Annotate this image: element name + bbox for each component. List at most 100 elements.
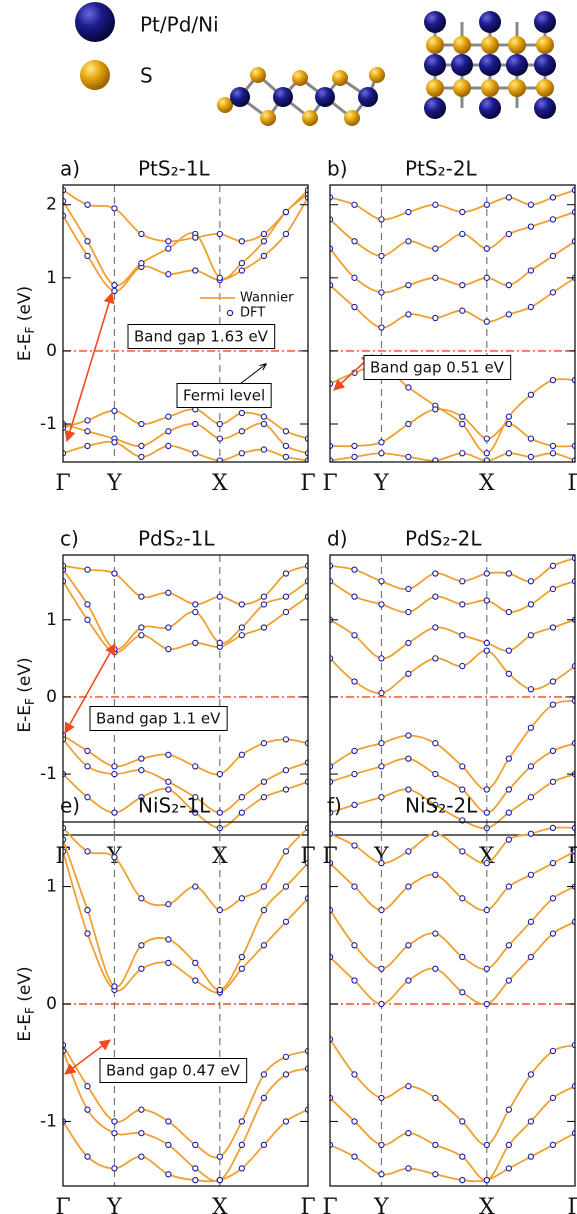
atom (536, 36, 554, 54)
dft-point (483, 965, 490, 972)
x-tick-label: Γ (567, 1195, 577, 1214)
dft-point (483, 786, 490, 793)
atom (426, 79, 444, 97)
dft-point (432, 245, 439, 252)
band-line (63, 422, 308, 455)
dft-point (549, 1141, 557, 1149)
dft-point (527, 794, 535, 801)
dft-point (260, 446, 268, 453)
dft-point (330, 809, 334, 816)
dft-point (459, 1176, 466, 1184)
dft-point (571, 457, 575, 462)
dft-point (192, 1165, 199, 1172)
dft-point (378, 439, 385, 446)
dft-point (351, 801, 358, 809)
dft-point (330, 442, 334, 450)
y-tick-label: 0 (46, 687, 57, 707)
dft-point (330, 1141, 334, 1149)
x-tick-label: Γ (322, 1195, 337, 1214)
dft-point (238, 267, 245, 274)
dft-point (571, 376, 575, 384)
dft-point (216, 770, 223, 778)
legend-label: DFT (240, 306, 265, 321)
dft-point (549, 895, 557, 902)
dft-point (330, 380, 334, 387)
dft-point (549, 859, 557, 867)
dft-point (483, 245, 490, 252)
dft-point (282, 1053, 290, 1060)
band-line (63, 1108, 308, 1183)
dft-point (216, 457, 223, 462)
dft-point (459, 1153, 466, 1160)
dft-point (84, 616, 91, 623)
dft-point (432, 593, 439, 600)
dft-point (405, 755, 412, 762)
atom (424, 54, 446, 76)
dft-point (459, 420, 466, 428)
dft-point (165, 1118, 172, 1125)
atom (479, 54, 501, 76)
dft-point (405, 977, 412, 984)
dft-point (165, 271, 172, 278)
dft-point (505, 413, 512, 420)
dft-point (483, 274, 490, 281)
dft-point (192, 639, 199, 647)
y-axis-label-text: E-E (15, 705, 35, 733)
atom (453, 79, 471, 97)
dft-point (505, 420, 512, 428)
atom (217, 97, 233, 113)
dft-point (165, 245, 172, 252)
plot-area (330, 822, 575, 1186)
dft-point (483, 570, 490, 577)
dft-point (432, 201, 439, 208)
dft-point (432, 801, 439, 809)
x-tick-label: Γ (55, 1195, 70, 1214)
dft-point (378, 965, 385, 972)
dft-point (549, 252, 557, 260)
band-line (330, 557, 575, 591)
dft-point (351, 1118, 358, 1125)
dft-point (378, 1171, 385, 1178)
dft-point (330, 457, 334, 462)
dft-point (138, 794, 145, 801)
dft-point (111, 287, 118, 295)
dft-point (405, 1130, 412, 1137)
dft-point (483, 1176, 490, 1184)
panel-label: e) (60, 794, 80, 818)
x-tick-label: Y (106, 1195, 122, 1214)
dft-point (571, 824, 575, 832)
panel-title: NiS₂-2L (405, 794, 478, 818)
dft-point (405, 942, 412, 949)
atom (315, 87, 335, 107)
dft-point (260, 238, 268, 245)
x-tick-label: Y (373, 471, 389, 496)
y-axis-label: E-EF (eV) (15, 966, 37, 1041)
dft-point (216, 639, 223, 647)
panel-title: PdS₂-1L (138, 527, 215, 551)
dft-point (378, 450, 385, 457)
dft-point (282, 767, 290, 774)
atom (536, 79, 554, 97)
band-line (330, 189, 575, 221)
dft-point (282, 786, 290, 793)
atom (534, 11, 556, 33)
dft-point (483, 435, 490, 442)
dft-point (216, 986, 223, 994)
dft-point (432, 570, 439, 577)
dft-point (351, 1071, 358, 1078)
panel: Γ Y X Γf) NiS₂-2L (322, 794, 577, 1214)
panel-label: b) (327, 157, 348, 181)
dft-point (192, 420, 199, 428)
dft-point (238, 601, 245, 608)
dft-point (505, 755, 512, 762)
dft-point (351, 274, 358, 281)
atom (534, 97, 556, 119)
dft-point (571, 697, 575, 704)
dft-point (571, 740, 575, 747)
dft-point (216, 230, 223, 238)
annotation: Band gap 1.63 eV (134, 328, 269, 346)
dft-point (84, 1106, 91, 1113)
dft-point (111, 770, 118, 778)
plot-area (63, 822, 308, 1186)
dft-point (192, 977, 199, 984)
